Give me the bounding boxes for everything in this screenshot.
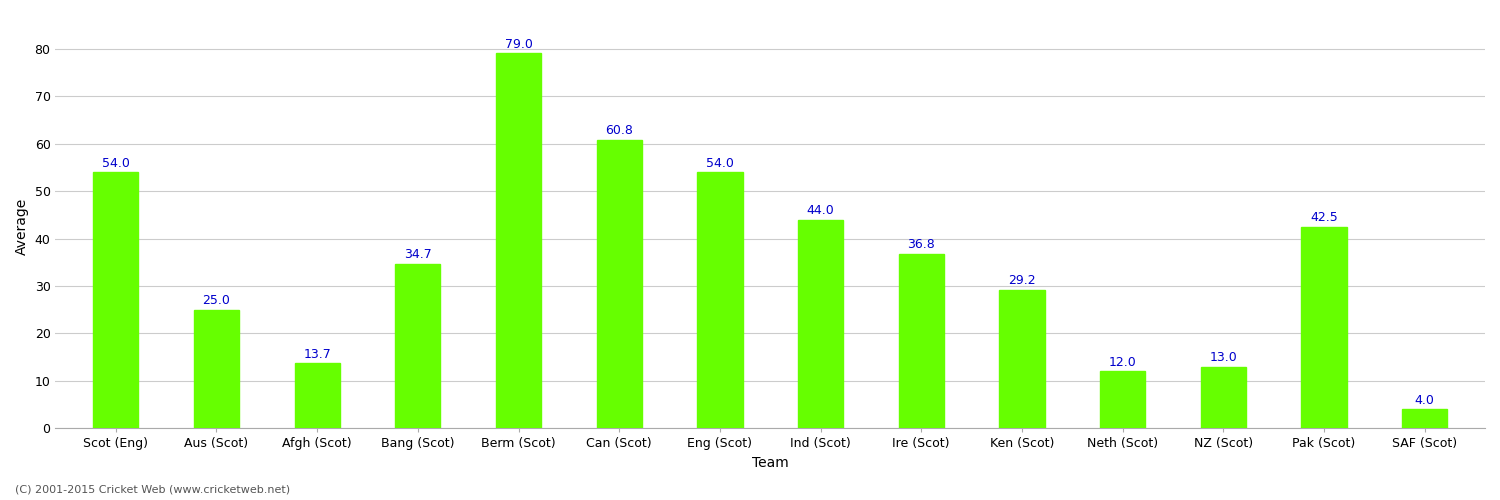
Text: 4.0: 4.0 [1414,394,1434,407]
Bar [798,220,843,428]
Text: 60.8: 60.8 [606,124,633,138]
Bar [698,172,742,428]
Bar [898,254,944,428]
Bar [1302,226,1347,428]
X-axis label: Team: Team [752,456,789,470]
Text: 79.0: 79.0 [504,38,532,51]
Text: 13.0: 13.0 [1209,352,1237,364]
Bar [1402,410,1447,428]
Text: 25.0: 25.0 [202,294,231,308]
Bar [394,264,441,428]
Bar [194,310,238,428]
Bar [496,54,542,428]
Bar [294,364,340,428]
Text: 44.0: 44.0 [807,204,834,217]
Text: 12.0: 12.0 [1108,356,1137,369]
Text: 36.8: 36.8 [908,238,934,252]
Text: 54.0: 54.0 [102,157,130,170]
Text: 29.2: 29.2 [1008,274,1035,287]
Bar [1200,366,1246,428]
Y-axis label: Average: Average [15,198,28,256]
Text: (C) 2001-2015 Cricket Web (www.cricketweb.net): (C) 2001-2015 Cricket Web (www.cricketwe… [15,485,290,495]
Text: 54.0: 54.0 [706,157,734,170]
Bar [93,172,138,428]
Text: 42.5: 42.5 [1310,212,1338,224]
Bar [597,140,642,428]
Text: 34.7: 34.7 [404,248,432,262]
Bar [1100,372,1144,428]
Text: 13.7: 13.7 [303,348,332,361]
Bar [999,290,1044,428]
